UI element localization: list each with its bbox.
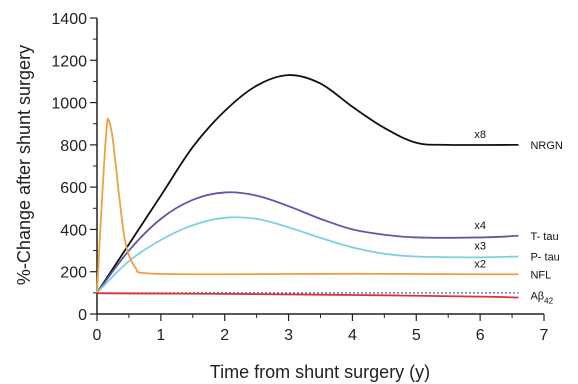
y-tick-label: 800	[60, 138, 87, 155]
series-line-t-tau	[96, 191, 519, 294]
multiplier-label-nfl: x2	[474, 258, 486, 270]
series-line-nrgn	[96, 74, 519, 294]
y-tick-label: 1000	[51, 96, 87, 113]
y-tick-label: 600	[60, 180, 87, 197]
x-tick-label: 2	[220, 327, 229, 344]
x-tick-label: 0	[93, 327, 102, 344]
multiplier-label-p-tau: x3	[474, 240, 486, 252]
series-label-nrgn: NRGN	[530, 140, 562, 152]
y-tick-label: 1200	[51, 53, 87, 70]
series-label-nfl: NFL	[530, 269, 551, 281]
x-tick-label: 7	[540, 327, 549, 344]
series-label-p-tau: P- tau	[530, 251, 559, 263]
series-line-nfl	[96, 117, 519, 293]
y-tick-label: 1400	[51, 11, 87, 28]
series-line-p-tau	[96, 216, 519, 294]
x-tick-label: 4	[348, 327, 357, 344]
y-tick-label: 400	[60, 222, 87, 239]
multiplier-label-t-tau: x4	[474, 220, 486, 232]
tick-layer: 0 200 400 600 800 1000 1200 1400 0 1 2 3 4 5 6 7	[51, 11, 548, 344]
x-tick-label: 6	[476, 327, 485, 344]
series-line-a-42	[96, 292, 519, 299]
series-label-t-tau: T- tau	[530, 231, 558, 243]
x-tick-label: 5	[412, 327, 421, 344]
series-label-abeta42: Aβ42	[530, 291, 553, 306]
multiplier-label-nrgn: x8	[474, 129, 486, 141]
x-tick-label: 1	[156, 327, 165, 344]
y-axis-title: %-Change after shunt surgery	[14, 45, 34, 285]
y-tick-label: 0	[78, 307, 87, 324]
series-layer	[96, 74, 519, 299]
x-tick-label: 3	[284, 327, 293, 344]
series-label-layer: NRGN x8 T- tau x4 P- tau x3 NFL x2 Aβ42	[474, 129, 563, 306]
x-axis-title: Time from shunt surgery (y)	[210, 362, 430, 382]
y-tick-label: 200	[60, 265, 87, 282]
